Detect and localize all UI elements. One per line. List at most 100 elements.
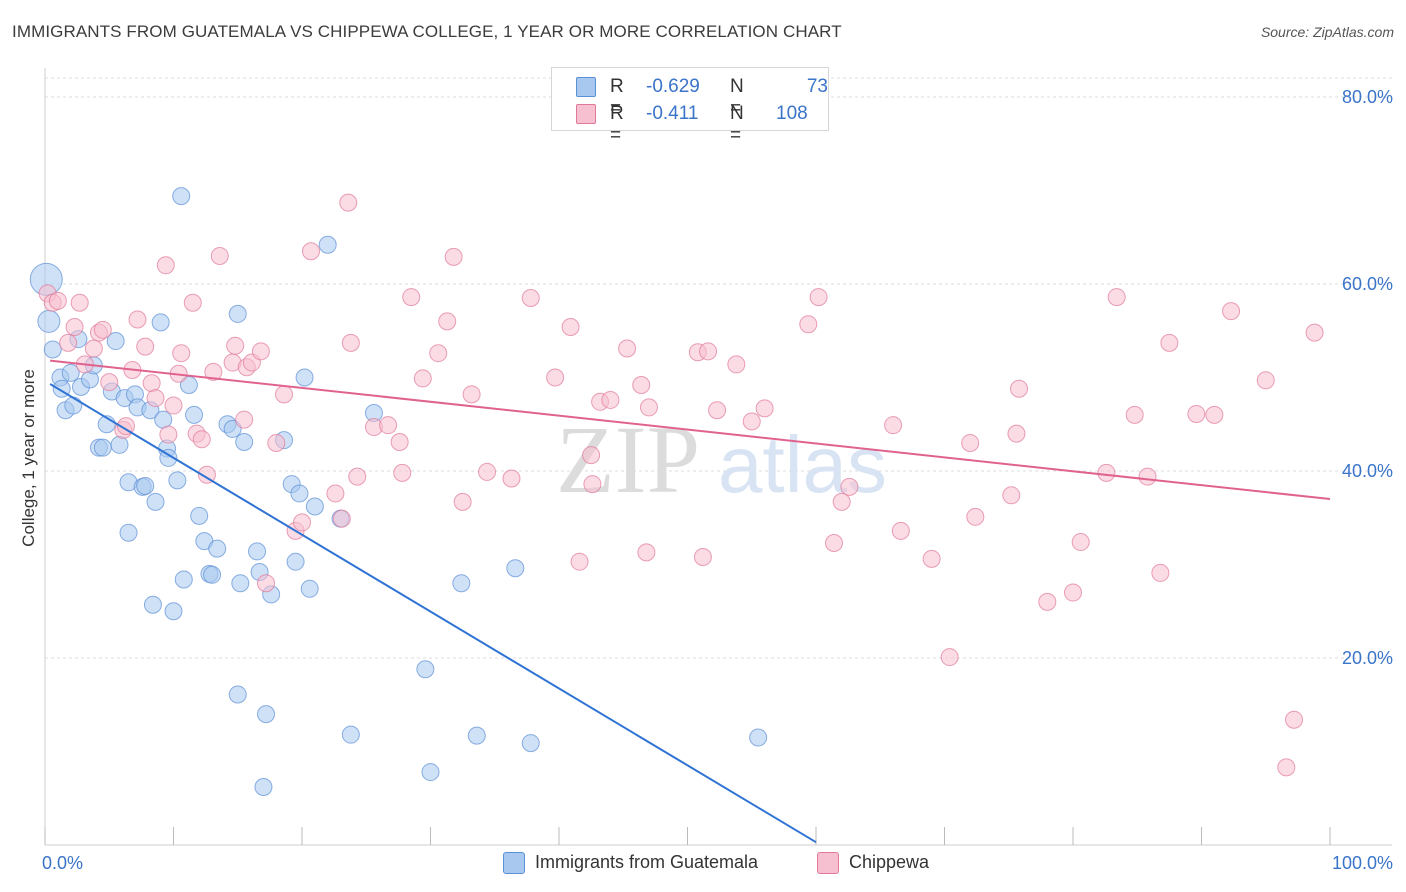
legend-swatch-guatemala: [576, 77, 596, 97]
chippewa-point: [142, 374, 161, 393]
chippewa-point: [742, 412, 761, 431]
chippewa-point: [1010, 379, 1029, 398]
guatemala-point: [119, 523, 138, 542]
chippewa-point: [332, 509, 351, 528]
chippewa-point: [521, 289, 540, 308]
chippewa-point: [561, 318, 580, 337]
chippewa-point: [1285, 710, 1304, 729]
guatemala-point: [421, 763, 440, 782]
legend-n-value: 108: [776, 103, 808, 124]
chippewa-point: [100, 373, 119, 392]
chippewa-point: [1205, 405, 1224, 424]
chippewa-point: [210, 246, 229, 265]
guatemala-point: [110, 435, 129, 454]
source-credit: Source: ZipAtlas.com: [1260, 24, 1394, 40]
chippewa-point: [1160, 333, 1179, 352]
chippewa-point: [301, 242, 320, 261]
chippewa-point: [226, 336, 245, 355]
chippewa-point: [708, 401, 727, 420]
guatemala-trend-line: [49, 383, 817, 844]
guatemala-point: [61, 363, 80, 382]
chippewa-point: [393, 463, 412, 482]
chippewa-point: [341, 333, 360, 352]
guatemala-point: [136, 476, 155, 495]
guatemala-point: [168, 471, 187, 490]
guatemala-point: [228, 685, 247, 704]
guatemala-point: [235, 433, 254, 452]
guatemala-point: [290, 484, 309, 503]
chippewa-point: [961, 433, 980, 452]
chippewa-point: [832, 492, 851, 511]
chippewa-point: [197, 465, 216, 484]
chippewa-point: [618, 339, 637, 358]
guatemala-point: [203, 565, 222, 584]
legend-n-label: N =: [730, 103, 744, 146]
legend-r-value: -0.629: [646, 76, 700, 97]
series-swatch-guatemala: [503, 852, 525, 874]
correlation-legend: R = -0.629 N = 73 R = -0.411 N = 108: [551, 67, 829, 146]
guatemala-point: [248, 542, 267, 561]
x-tick-label: 0.0%: [42, 853, 83, 873]
y-tick-label: 60.0%: [1342, 274, 1393, 294]
guatemala-point: [146, 492, 165, 511]
guatemala-point: [231, 574, 250, 593]
guatemala-point: [254, 778, 273, 797]
chart-title: IMMIGRANTS FROM GUATEMALA VS CHIPPEWA CO…: [12, 22, 842, 41]
guatemala-point: [300, 579, 319, 598]
chippewa-point: [172, 344, 191, 363]
chippewa-point: [326, 484, 345, 503]
chippewa-point: [116, 417, 135, 436]
chippewa-point: [1097, 463, 1116, 482]
guatemala-point: [174, 570, 193, 589]
chippewa-point: [70, 293, 89, 312]
chippewa-point: [390, 433, 409, 452]
y-axis-label: College, 1 year or more: [19, 369, 38, 547]
chippewa-point: [891, 521, 910, 540]
guatemala-point: [154, 410, 173, 429]
chippewa-point: [348, 467, 367, 486]
chippewa-point: [1277, 758, 1296, 777]
chippewa-point: [429, 344, 448, 363]
chippewa-point: [583, 475, 602, 494]
chippewa-point: [183, 293, 202, 312]
chippewa-point: [136, 337, 155, 356]
legend-r-value: -0.411: [646, 103, 699, 124]
chippewa-point: [444, 247, 463, 266]
chippewa-point: [693, 548, 712, 567]
chippewa-point: [601, 390, 620, 409]
chippewa-point: [1222, 302, 1241, 321]
chippewa-point: [582, 446, 601, 465]
chippewa-point: [146, 389, 165, 408]
chippewa-point: [453, 492, 472, 511]
chippewa-point: [65, 318, 84, 337]
chippewa-point: [478, 462, 497, 481]
legend-r-label: R =: [610, 103, 624, 146]
chippewa-point: [809, 288, 828, 307]
chippewa-point: [275, 385, 294, 404]
chippewa-point: [1256, 371, 1275, 390]
legend-swatch-chippewa: [576, 104, 596, 124]
chippewa-point: [251, 342, 270, 361]
guatemala-point: [190, 506, 209, 525]
chippewa-point: [413, 369, 432, 388]
chippewa-point: [639, 398, 658, 417]
guatemala-point: [521, 734, 540, 753]
guatemala-point: [208, 539, 227, 558]
guatemala-point: [257, 705, 276, 724]
chippewa-point: [293, 513, 311, 532]
chippewa-trend-line: [50, 359, 1331, 501]
legend-n-label: N =: [730, 76, 744, 119]
watermark: ZIP atlas: [556, 406, 887, 513]
chippewa-point: [462, 385, 481, 404]
chippewa-point: [1071, 533, 1090, 552]
chippewa-point: [164, 396, 183, 415]
chippewa-point: [570, 552, 589, 571]
chippewa-point: [128, 310, 147, 329]
chippewa-point: [727, 355, 746, 374]
legend-r-label: R =: [610, 76, 624, 119]
chippewa-point: [966, 507, 985, 526]
y-tick-label: 80.0%: [1342, 87, 1393, 107]
guatemala-point: [228, 304, 247, 323]
chippewa-point: [940, 648, 959, 667]
